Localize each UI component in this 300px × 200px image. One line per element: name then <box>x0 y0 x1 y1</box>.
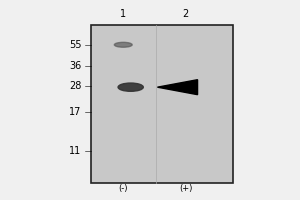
FancyBboxPatch shape <box>91 25 233 183</box>
Text: (+): (+) <box>179 184 192 193</box>
Polygon shape <box>158 80 198 95</box>
Text: 2: 2 <box>182 9 189 19</box>
Ellipse shape <box>114 42 132 47</box>
Text: 28: 28 <box>69 81 82 91</box>
Text: 36: 36 <box>69 61 82 71</box>
Text: 55: 55 <box>69 40 82 50</box>
Text: 11: 11 <box>69 146 82 156</box>
Text: 1: 1 <box>120 9 126 19</box>
Text: 17: 17 <box>69 107 82 117</box>
Ellipse shape <box>118 83 143 91</box>
Text: (-): (-) <box>118 184 128 193</box>
